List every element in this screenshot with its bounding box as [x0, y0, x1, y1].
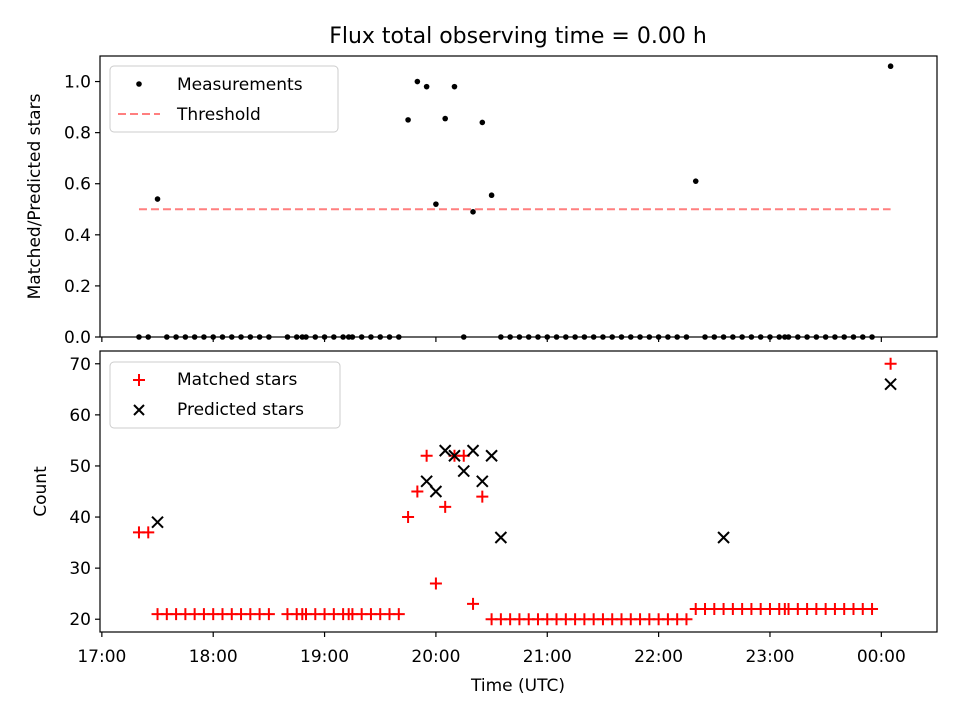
matched-star-point: [392, 608, 405, 621]
y-tick-label: 30: [69, 559, 91, 579]
measurement-point: [887, 63, 894, 70]
x-tick-label: 22:00: [634, 647, 683, 667]
legend-matched-plus-icon: [133, 374, 145, 386]
top-panel: Flux total observing time = 0.00 h 0.00.…: [25, 24, 938, 348]
predicted-star-point: [438, 444, 452, 457]
matched-star-point: [884, 357, 897, 370]
predicted-star-point: [420, 475, 433, 488]
measurement-point: [442, 115, 448, 122]
matched-star-point: [439, 500, 452, 513]
measurement-point: [451, 83, 458, 90]
y-tick-label: 0.0: [64, 328, 91, 348]
y-tick-label: 1.0: [64, 73, 91, 93]
matched-star-point: [420, 449, 433, 462]
measurement-point: [479, 119, 486, 126]
bottom-y-axis-label: Count: [31, 466, 51, 517]
top-plot-frame: [99, 55, 938, 338]
legend-measurements-dot-icon: [136, 81, 142, 87]
predicted-star-point: [429, 485, 443, 498]
matched-star-point: [411, 485, 424, 498]
y-tick-label: 0.6: [64, 175, 91, 195]
x-tick-label: 18:00: [189, 647, 238, 667]
predicted-star-point: [151, 515, 164, 529]
legend-matched-label: Matched stars: [177, 370, 297, 390]
top-y-ticks: 0.0 0.2 0.4 0.6 0.8 1.0: [64, 73, 100, 348]
y-tick-label: 70: [69, 355, 91, 375]
predicted-star-point: [494, 531, 508, 544]
y-tick-label: 0.2: [64, 277, 91, 297]
measurement-point: [405, 117, 411, 123]
predicted-star-point: [457, 464, 470, 478]
chart-title: Flux total observing time = 0.00 h: [329, 24, 707, 49]
matched-star-point: [866, 603, 879, 616]
measurement-point: [692, 178, 699, 184]
y-tick-label: 20: [69, 610, 91, 630]
predicted-star-point: [884, 378, 897, 391]
matched-star-point: [467, 597, 480, 610]
x-tick-label: 17:00: [77, 647, 126, 667]
measurement-point: [154, 196, 161, 202]
x-axis-label: Time (UTC): [470, 676, 565, 696]
bottom-x-ticks: 17:00 18:00 19:00 20:00 21:00 22:00 23:00 00:00: [77, 632, 906, 667]
matched-star-point: [476, 490, 489, 503]
bottom-panel: 17:00 18:00 19:00 20:00 21:00 22:00 23:00 00:00…: [31, 350, 938, 696]
matched-star-point: [142, 526, 155, 539]
top-plot-marks: [136, 63, 894, 340]
predicted-star-point: [485, 449, 498, 462]
predicted-star-point: [476, 475, 489, 488]
measurement-point: [488, 192, 495, 199]
y-tick-label: 0.4: [64, 226, 91, 246]
y-tick-label: 0.8: [64, 124, 91, 144]
matched-star-point: [429, 577, 442, 590]
x-tick-label: 00:00: [857, 647, 906, 667]
bottom-y-ticks: 20 30 40 50 60 70: [69, 355, 100, 630]
top-legend: Measurements Threshold: [109, 65, 339, 133]
measurement-point: [433, 201, 439, 207]
y-tick-label: 40: [69, 508, 91, 528]
measurement-point: [470, 209, 476, 215]
top-x-ticks: [101, 337, 882, 342]
measurement-point: [414, 78, 421, 85]
x-tick-label: 23:00: [745, 647, 794, 667]
bottom-legend: Matched stars Predicted stars: [109, 361, 341, 429]
matched-star-point: [402, 511, 415, 524]
matched-star-point: [262, 608, 275, 621]
x-tick-label: 19:00: [300, 647, 349, 667]
legend-measurements-label: Measurements: [177, 75, 303, 95]
bottom-plot-frame: [99, 350, 938, 633]
predicted-star-point: [448, 449, 461, 462]
predicted-star-point: [466, 444, 480, 457]
matched-star-point: [680, 613, 693, 626]
y-tick-label: 50: [69, 457, 91, 477]
legend-predicted-label: Predicted stars: [177, 400, 304, 420]
predicted-star-point: [717, 531, 730, 544]
legend-threshold-label: Threshold: [176, 105, 261, 125]
y-tick-label: 60: [69, 406, 91, 426]
legend-predicted-x-icon: [133, 404, 145, 416]
bottom-legend-box: [109, 361, 341, 429]
top-legend-box: [109, 65, 339, 133]
x-tick-label: 21:00: [523, 647, 572, 667]
x-tick-label: 20:00: [411, 647, 460, 667]
top-y-axis-label: Matched/Predicted stars: [25, 93, 45, 299]
bottom-plot-marks: [132, 357, 897, 626]
measurement-point: [423, 83, 430, 90]
